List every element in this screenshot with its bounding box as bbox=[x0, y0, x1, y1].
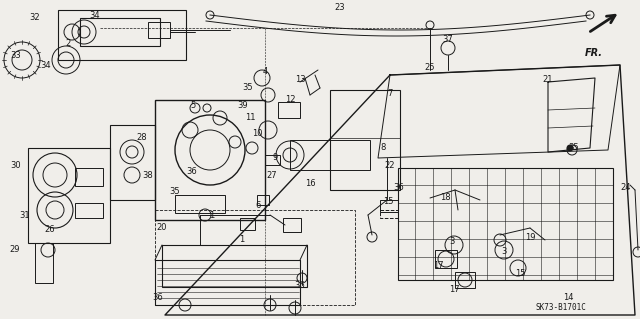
Text: 15: 15 bbox=[515, 270, 525, 278]
Text: 27: 27 bbox=[267, 170, 277, 180]
Text: 2: 2 bbox=[65, 40, 70, 48]
Text: 29: 29 bbox=[10, 246, 20, 255]
Bar bbox=[155, 210, 355, 305]
Text: 17: 17 bbox=[433, 261, 444, 270]
Text: 35: 35 bbox=[569, 144, 579, 152]
Text: 36: 36 bbox=[187, 167, 197, 176]
Text: 3: 3 bbox=[449, 238, 454, 247]
Text: 34: 34 bbox=[90, 11, 100, 20]
Text: 35: 35 bbox=[243, 84, 253, 93]
Text: FR.: FR. bbox=[585, 48, 603, 58]
Text: 33: 33 bbox=[11, 50, 21, 60]
Text: 31: 31 bbox=[20, 211, 30, 219]
Text: 35: 35 bbox=[170, 188, 180, 197]
Text: 36: 36 bbox=[394, 183, 404, 192]
Text: 38: 38 bbox=[143, 170, 154, 180]
Text: 1: 1 bbox=[209, 211, 214, 219]
Text: 3: 3 bbox=[501, 248, 507, 256]
Bar bbox=[265, 155, 280, 165]
Text: 17: 17 bbox=[449, 286, 460, 294]
Text: 7: 7 bbox=[387, 88, 393, 98]
Bar bbox=[398, 168, 613, 280]
Text: 6: 6 bbox=[255, 201, 260, 210]
Text: 13: 13 bbox=[294, 76, 305, 85]
Bar bbox=[283, 218, 301, 232]
Text: 12: 12 bbox=[285, 95, 295, 105]
Text: 11: 11 bbox=[244, 114, 255, 122]
Bar bbox=[58, 10, 186, 60]
Text: 26: 26 bbox=[45, 226, 55, 234]
Bar bbox=[155, 100, 265, 220]
Bar bbox=[75, 168, 103, 186]
Bar bbox=[162, 245, 307, 287]
Text: 25: 25 bbox=[425, 63, 435, 72]
Circle shape bbox=[567, 145, 573, 151]
Text: 28: 28 bbox=[137, 133, 147, 143]
Text: 34: 34 bbox=[41, 62, 51, 70]
Bar bbox=[278, 102, 300, 118]
Text: 30: 30 bbox=[11, 160, 21, 169]
Bar bbox=[75, 203, 103, 218]
Bar bbox=[175, 195, 225, 213]
Text: 32: 32 bbox=[29, 13, 40, 23]
Bar bbox=[155, 260, 300, 305]
Text: SK73-B1701C: SK73-B1701C bbox=[535, 303, 586, 313]
Text: 19: 19 bbox=[525, 234, 535, 242]
Text: 22: 22 bbox=[385, 160, 396, 169]
Text: 24: 24 bbox=[621, 183, 631, 192]
Text: 18: 18 bbox=[440, 194, 451, 203]
Bar bbox=[380, 210, 398, 218]
Text: 39: 39 bbox=[237, 100, 248, 109]
Text: 23: 23 bbox=[335, 4, 346, 12]
Text: 36: 36 bbox=[294, 280, 305, 290]
Text: 15: 15 bbox=[383, 197, 393, 206]
Bar bbox=[455, 272, 475, 288]
Bar bbox=[330, 90, 400, 190]
Bar bbox=[380, 200, 398, 212]
Bar bbox=[257, 195, 269, 205]
Bar bbox=[148, 22, 170, 38]
Bar bbox=[290, 140, 370, 170]
Bar bbox=[110, 125, 155, 200]
Bar bbox=[435, 250, 457, 268]
Text: 21: 21 bbox=[543, 76, 553, 85]
Text: 10: 10 bbox=[252, 129, 262, 137]
Text: 37: 37 bbox=[443, 35, 453, 44]
Bar bbox=[28, 148, 110, 243]
Text: 8: 8 bbox=[380, 144, 386, 152]
Text: 36: 36 bbox=[152, 293, 163, 302]
Text: 14: 14 bbox=[563, 293, 573, 302]
Bar bbox=[35, 243, 53, 283]
Text: 4: 4 bbox=[262, 68, 268, 77]
Bar bbox=[80, 18, 160, 46]
Text: 16: 16 bbox=[305, 179, 316, 188]
Bar bbox=[240, 218, 255, 230]
Text: 20: 20 bbox=[157, 224, 167, 233]
Text: 5: 5 bbox=[190, 100, 196, 109]
Text: 1: 1 bbox=[239, 235, 244, 244]
Text: 9: 9 bbox=[273, 153, 278, 162]
